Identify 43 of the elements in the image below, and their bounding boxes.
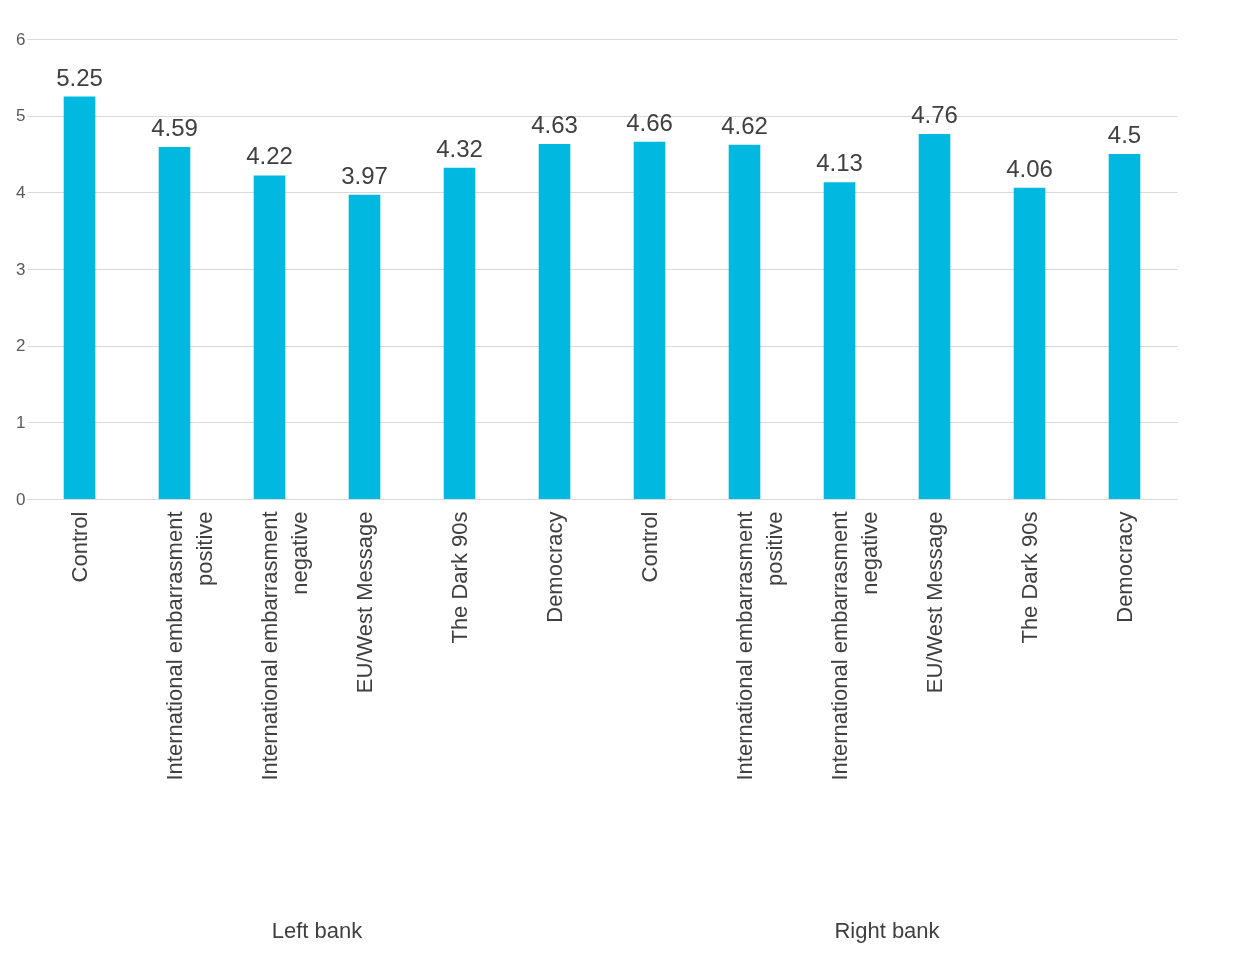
x-tick-label: EU/West Message (922, 511, 947, 694)
y-tick-label: 4 (16, 182, 26, 202)
bar (253, 175, 286, 499)
data-label: 4.13 (816, 149, 863, 177)
data-label: 4.66 (626, 108, 673, 136)
data-label: 5.25 (56, 63, 103, 91)
text: Right bank (834, 918, 941, 943)
text: Left bank (271, 918, 364, 943)
bar (158, 147, 191, 499)
x-tick-label: The Dark 90s (1017, 511, 1042, 644)
y-tick-label: 5 (16, 106, 26, 126)
data-label: 4.63 (531, 111, 578, 139)
x-tick-label: EU/West Message (352, 511, 377, 694)
data-label: 4.22 (246, 142, 293, 170)
y-tick-label: 3 (16, 259, 26, 279)
x-tick-label: Democracy (1112, 511, 1137, 623)
y-tick-label: 1 (16, 412, 26, 432)
data-label: 4.32 (436, 134, 483, 162)
bar (1013, 187, 1046, 499)
bar (443, 167, 476, 499)
y-tick-label: 2 (16, 336, 26, 356)
bar (538, 144, 571, 499)
data-label: 4.06 (1006, 154, 1053, 182)
bar (1108, 154, 1141, 499)
data-label: 4.62 (721, 111, 768, 139)
y-tick-label: 0 (16, 489, 26, 509)
data-label: 4.59 (151, 114, 198, 142)
data-label: 4.76 (911, 101, 958, 129)
x-tick-label: Democracy (542, 511, 567, 623)
y-tick-label: 6 (16, 29, 26, 49)
data-label: 4.5 (1107, 121, 1142, 148)
bar (918, 134, 951, 499)
x-tick-label: Control (637, 511, 662, 583)
bar (63, 96, 96, 499)
bar (348, 194, 381, 499)
bar (728, 144, 761, 499)
data-label: 3.97 (341, 161, 388, 189)
x-tick-label: The Dark 90s (447, 511, 472, 644)
x-tick-label: International embarrasment positive (732, 511, 787, 781)
x-tick-label: International embarrasment positive (162, 511, 217, 781)
bar (633, 141, 666, 499)
bar (823, 182, 856, 499)
x-tick-label: Control (67, 511, 92, 583)
